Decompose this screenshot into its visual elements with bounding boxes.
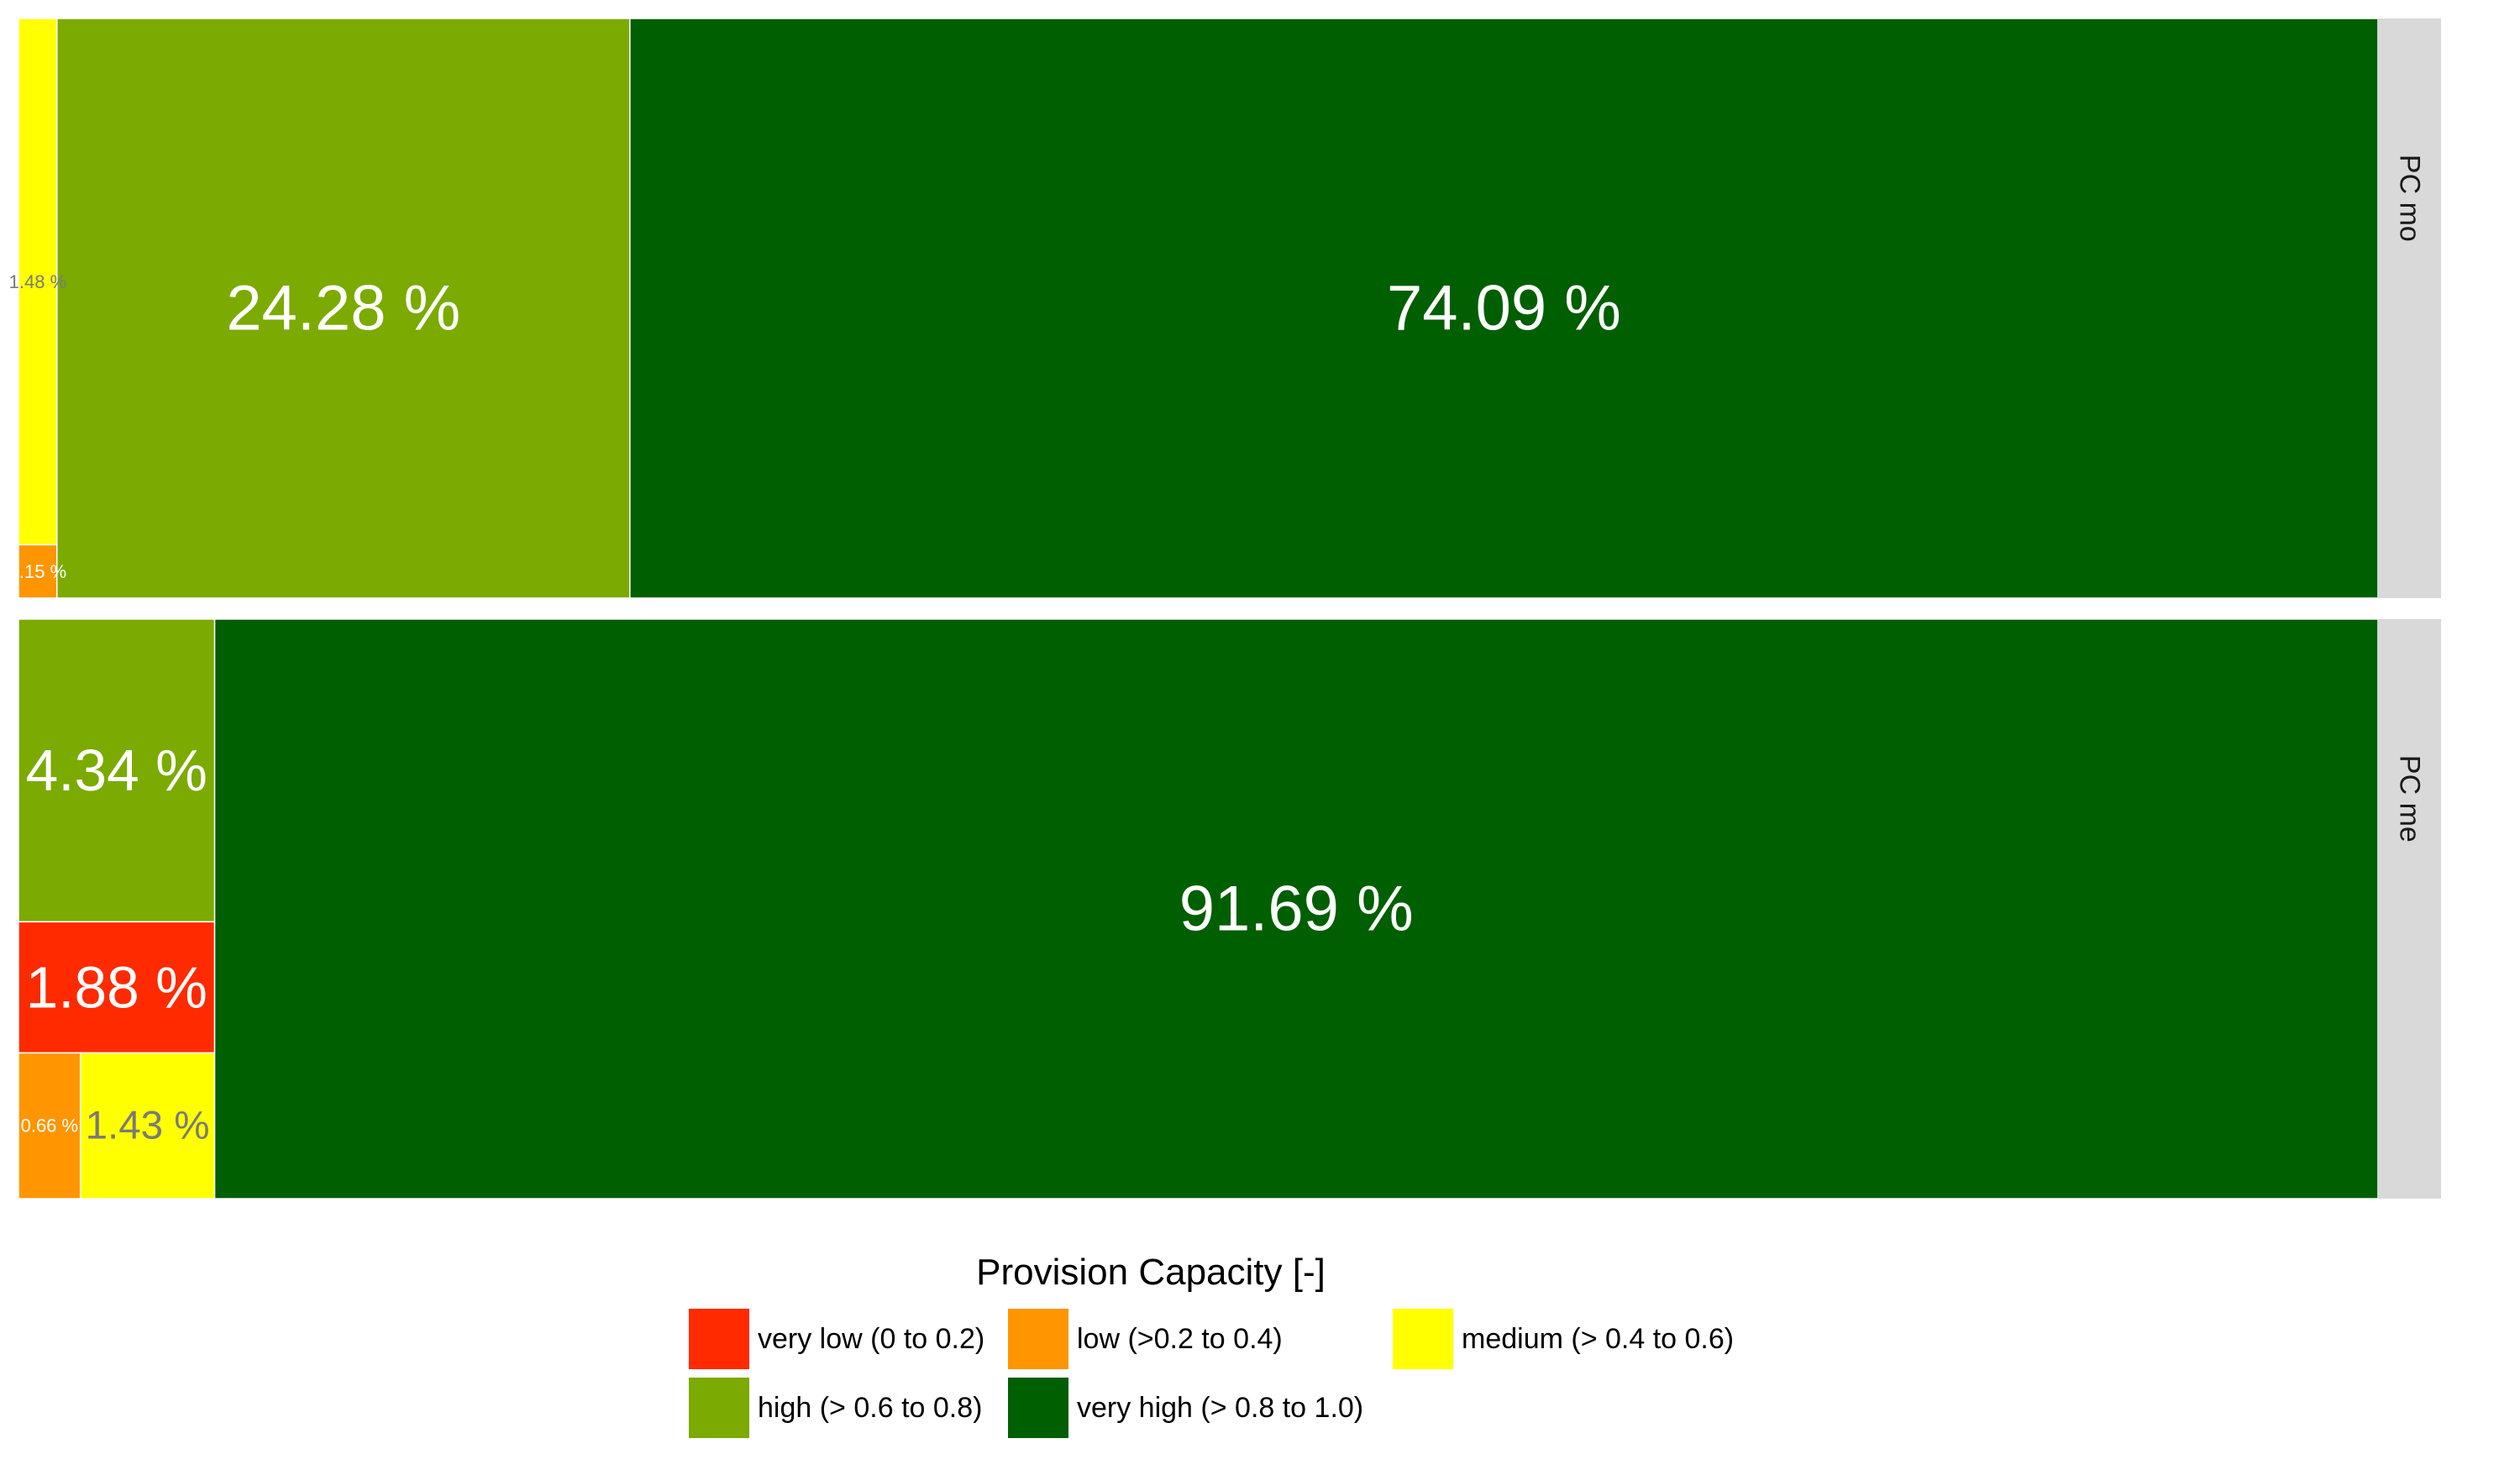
tile-label-pc-mo-very-high: 74.09 % xyxy=(1387,273,1621,344)
legend-items: very low (0 to 0.2) low (>0.2 to 0.4) me… xyxy=(689,1309,1798,1438)
tile-label-pc-me-very-high: 91.69 % xyxy=(1179,874,1414,945)
legend-item-very-low: very low (0 to 0.2) xyxy=(689,1309,1008,1369)
legend-swatch-low xyxy=(1008,1309,1068,1369)
legend-swatch-very-low xyxy=(689,1309,749,1369)
panel-pc-me: 91.69 % 4.34 % 1.88 % 1.43 % 0.66 % PC me xyxy=(18,618,2441,1200)
tile-pc-mo-very-high xyxy=(629,18,2379,599)
facet-strip-pc-mo xyxy=(2378,18,2441,598)
legend-swatch-medium xyxy=(1393,1309,1453,1369)
legend-label-low: low (>0.2 to 0.4) xyxy=(1077,1322,1283,1355)
legend-item-very-high: very high (> 0.8 to 1.0) xyxy=(1008,1378,1393,1438)
legend-item-high: high (> 0.6 to 0.8) xyxy=(689,1378,1008,1438)
facet-strip-pc-me xyxy=(2378,619,2441,1199)
facet-label-pc-me: PC me xyxy=(2394,755,2426,843)
tile-label-pc-mo-low: 0.15 % xyxy=(9,561,67,582)
legend-label-very-low: very low (0 to 0.2) xyxy=(758,1322,985,1355)
tile-pc-me-low xyxy=(18,1052,81,1200)
panel-pc-mo: 74.09 % 24.28 % 1.48 % 0.15 % PC mo xyxy=(9,18,2441,599)
legend-item-low: low (>0.2 to 0.4) xyxy=(1008,1309,1393,1369)
legend-swatch-very-high xyxy=(1008,1378,1068,1438)
legend-label-high: high (> 0.6 to 0.8) xyxy=(758,1391,983,1424)
tile-pc-mo-low xyxy=(18,543,58,599)
tile-pc-me-very-high xyxy=(213,618,2379,1200)
legend-swatch-high xyxy=(689,1378,749,1438)
tile-label-pc-mo-medium: 1.48 % xyxy=(9,271,67,292)
treemap-chart: 74.09 % 24.28 % 1.48 % 0.15 % PC mo 91.69 % 4.… xyxy=(9,18,2441,1200)
legend: Provision Capacity [-] very low (0 to 0.… xyxy=(689,1252,1798,1438)
legend-item-medium: medium (> 0.4 to 0.6) xyxy=(1393,1309,1779,1369)
tile-pc-mo-high xyxy=(56,18,631,599)
tile-label-pc-me-very-low: 1.88 % xyxy=(26,954,207,1020)
facet-label-pc-mo: PC mo xyxy=(2394,155,2426,242)
tile-label-pc-me-medium: 1.43 % xyxy=(86,1104,210,1148)
tile-label-pc-me-high: 4.34 % xyxy=(26,738,207,803)
legend-label-medium: medium (> 0.4 to 0.6) xyxy=(1462,1322,1735,1355)
tile-label-pc-mo-high: 24.28 % xyxy=(226,273,460,344)
tile-label-pc-me-low: 0.66 % xyxy=(21,1116,79,1137)
tile-pc-me-medium xyxy=(79,1052,216,1200)
legend-title: Provision Capacity [-] xyxy=(976,1252,1326,1293)
tile-pc-mo-medium xyxy=(18,18,58,546)
legend-label-very-high: very high (> 0.8 to 1.0) xyxy=(1077,1391,1364,1424)
tile-pc-me-high xyxy=(18,618,216,923)
